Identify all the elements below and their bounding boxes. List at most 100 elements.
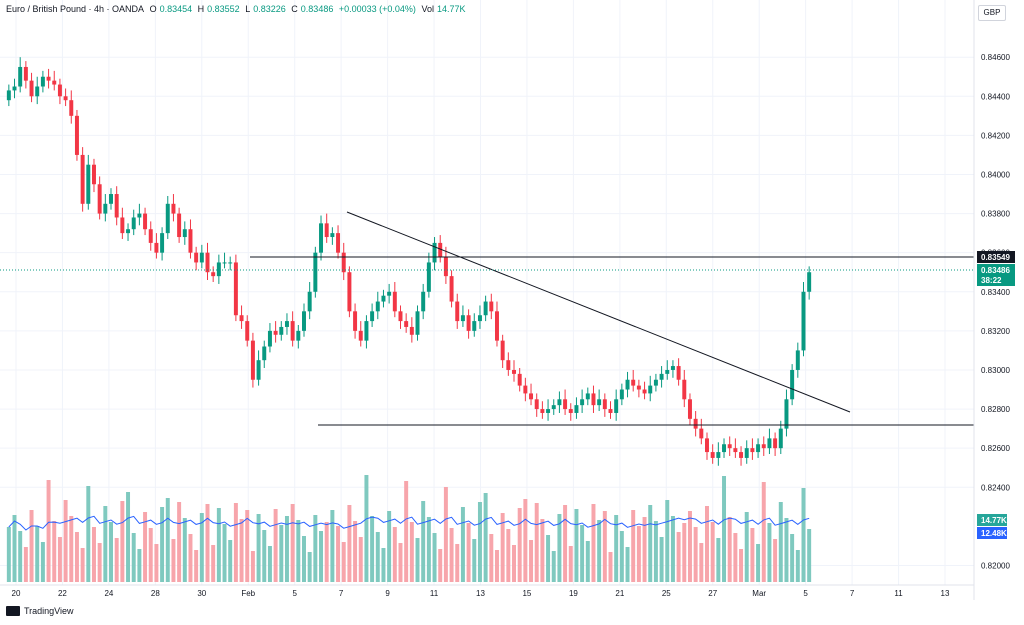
volume-bar [580, 525, 585, 582]
time-tick-label: 13 [941, 589, 950, 598]
symbol-title[interactable]: Euro / British Pound · 4h · OANDA [6, 4, 145, 14]
volume-bars [6, 475, 812, 582]
volume-bar [489, 534, 494, 582]
candle-body [659, 373, 664, 380]
high-line-badge [977, 251, 1015, 263]
volume-bar [199, 513, 204, 582]
volume-bar [801, 488, 806, 582]
volume-bar [438, 549, 443, 582]
price-tick-label: 0.84200 [981, 131, 1010, 140]
price-tick-label: 0.83200 [981, 327, 1010, 336]
candle-body [256, 360, 261, 380]
candle-body [722, 444, 727, 453]
volume-bar [529, 540, 534, 582]
time-tick-label: 19 [569, 589, 578, 598]
volume-bar [409, 522, 414, 582]
volume-bar [18, 531, 23, 582]
candle-body [568, 409, 573, 413]
time-axis: 20 22 24 28 30 Feb 5 7 9 11 13 15 19 21 25 27 Mar 5 7 11 13 [12, 589, 950, 598]
candle-body [216, 262, 221, 277]
volume-bar [455, 544, 460, 582]
volume-bar [608, 552, 613, 582]
volume-bar [443, 487, 448, 582]
price-tick-label: 0.82800 [981, 405, 1010, 414]
candle-body [665, 369, 670, 374]
candle-body [744, 448, 749, 458]
candle-body [74, 115, 79, 155]
volume-bar [653, 521, 658, 582]
volume-bar [103, 506, 108, 582]
candle-body [773, 438, 778, 449]
volume-bar [415, 538, 420, 582]
volume-bar [466, 523, 471, 582]
candlesticks [6, 57, 812, 466]
price-tick-label: 0.82600 [981, 444, 1010, 453]
volume-bar [137, 549, 142, 582]
volume-bar [296, 520, 301, 582]
volume-bar [614, 515, 619, 582]
volume-bar [648, 505, 653, 582]
volume-bar [705, 506, 709, 582]
volume-moving-average-line [8, 515, 810, 531]
volume-bar [506, 529, 511, 582]
candle-body [687, 399, 692, 419]
candle-body [69, 100, 74, 116]
time-tick-label: 7 [339, 589, 344, 598]
volume-bar [602, 511, 607, 582]
candle-body [648, 385, 653, 394]
volume-bar [795, 550, 800, 582]
brand-label: TradingView [24, 606, 74, 616]
candle-body [273, 330, 278, 335]
candle-body [540, 409, 545, 413]
time-tick-label: 5 [292, 589, 297, 598]
chart-header: Euro / British Pound · 4h · OANDA O 0.834… [6, 4, 468, 14]
candle-body [109, 194, 113, 204]
candle-body [364, 321, 369, 341]
volume-bar [222, 524, 227, 582]
volume-bar [216, 508, 221, 582]
candle-body [6, 90, 11, 101]
volume-bar [687, 511, 692, 582]
volume-bar [750, 528, 755, 582]
volume-bar [52, 521, 57, 582]
volume-bar [165, 498, 170, 582]
candle-body [188, 229, 193, 253]
volume-bar [69, 516, 74, 582]
candle-body [756, 444, 761, 453]
candle-body [137, 213, 142, 218]
candle-body [784, 399, 789, 429]
candle-body [222, 262, 227, 264]
price-tick-label: 0.84600 [981, 53, 1010, 62]
candle-body [103, 203, 108, 214]
volume-bar [233, 503, 238, 582]
volume-bar [693, 527, 698, 582]
candle-body [489, 301, 494, 312]
candle-body [126, 229, 131, 234]
candle-body [262, 346, 267, 361]
candle-body [750, 448, 755, 453]
candle-body [46, 76, 51, 81]
volume-bar [228, 540, 233, 582]
volume-bar [500, 513, 505, 582]
volume-bar [267, 546, 272, 582]
volume-bar [710, 522, 715, 582]
candle-body [404, 321, 409, 327]
candle-body [114, 194, 119, 218]
candle-body [625, 379, 630, 390]
candle-body [358, 330, 363, 341]
volume-bar [421, 501, 426, 582]
footer-brand[interactable]: TradingView [6, 606, 74, 616]
candle-body [716, 452, 721, 458]
volume-bar [256, 514, 261, 582]
volume-bar [154, 544, 159, 582]
volume-bar [319, 531, 324, 582]
candle-body [63, 96, 68, 101]
tradingview-logo-icon [6, 606, 20, 616]
volume-bar [494, 550, 499, 582]
volume-bar [239, 519, 244, 582]
currency-button[interactable]: GBP [978, 5, 1006, 21]
volume-bar [324, 522, 329, 582]
volume-bar [682, 523, 687, 582]
high-label: H [197, 4, 205, 14]
